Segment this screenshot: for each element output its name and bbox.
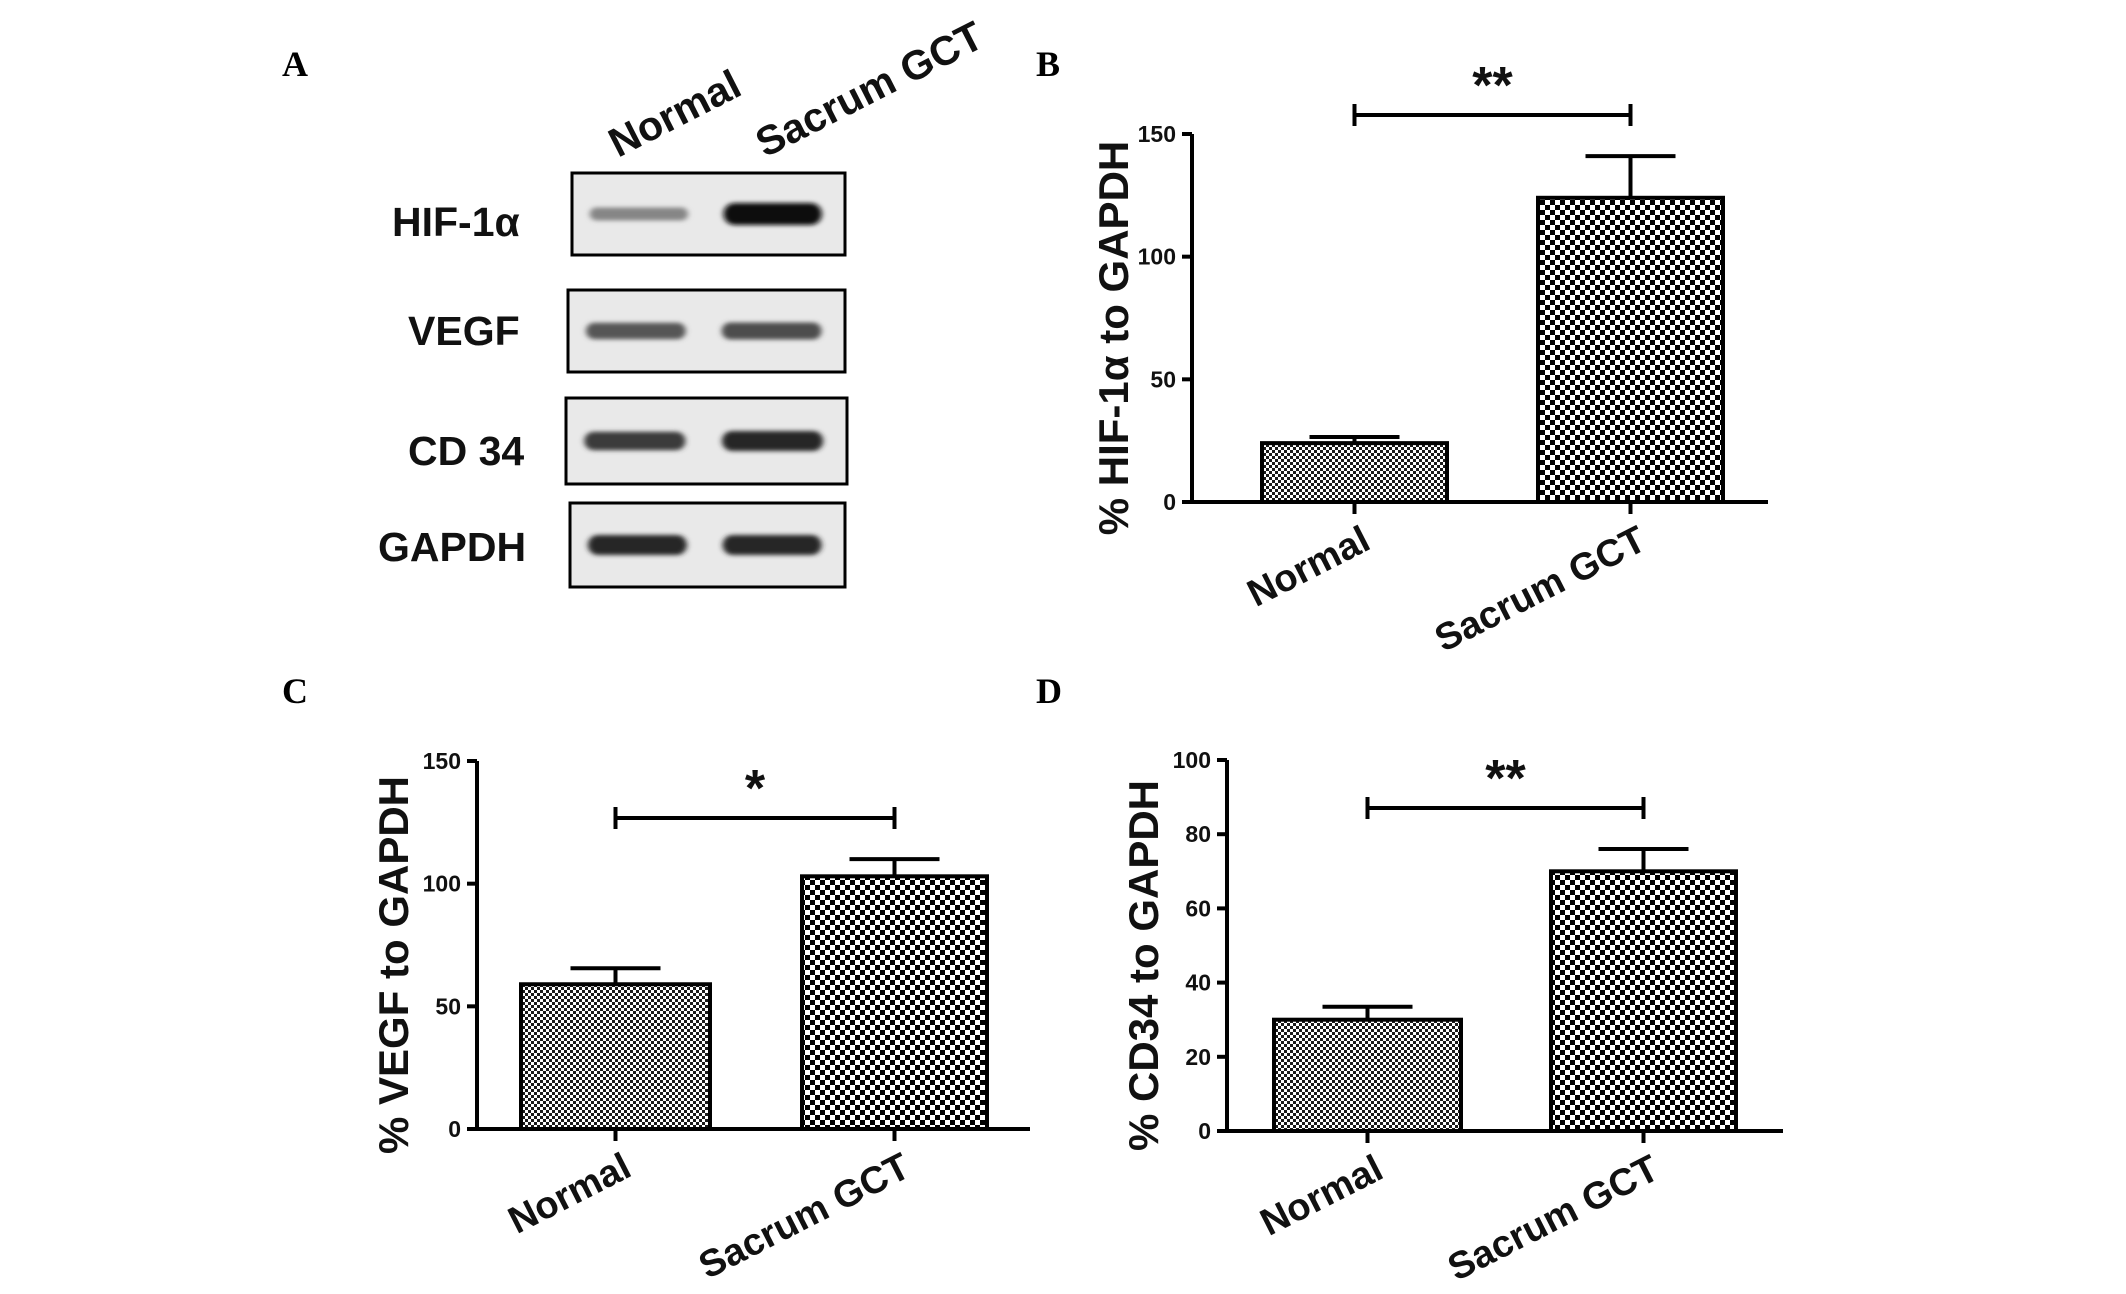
y-axis-label: % CD34 to GAPDH	[1120, 780, 1167, 1151]
y-axis-label: % HIF-1α to GAPDH	[1090, 141, 1137, 536]
western-blot-panel: Normal Sacrum GCT HIF-1α VEGF CD 34 GAPDH	[378, 12, 990, 589]
panel-letter-b: B	[1036, 44, 1060, 84]
blot-band	[723, 203, 822, 225]
chart-vegf: 0 50 100 150% VEGF to GAPDH Normal Sacrum GCT…	[370, 748, 1030, 1288]
y-tick-label: 100	[1138, 244, 1176, 270]
panel-letter-c: C	[282, 671, 308, 711]
significance-stars: *	[745, 760, 766, 818]
blot-band	[589, 207, 689, 221]
blot-row-label: VEGF	[408, 308, 520, 354]
x-category-label: Sacrum GCT	[692, 1146, 916, 1288]
blot-band	[721, 431, 824, 451]
y-tick-label: 20	[1185, 1044, 1211, 1070]
bar-sacrum-gct	[800, 874, 989, 1131]
y-tick-label: 40	[1185, 970, 1211, 996]
blot-band	[586, 322, 686, 340]
x-category-label: Normal	[1254, 1148, 1390, 1245]
y-axis-label: % VEGF to GAPDH	[370, 776, 417, 1154]
bar-normal	[1272, 1017, 1463, 1134]
y-tick-label: 60	[1185, 895, 1211, 921]
y-tick-label: 0	[1198, 1118, 1211, 1144]
y-tick-label: 150	[423, 748, 461, 774]
blot-band	[721, 322, 822, 340]
blot-lane-label-normal: Normal	[601, 61, 748, 166]
bar-sacrum-gct	[1536, 195, 1725, 505]
x-category-label: Normal	[502, 1146, 638, 1243]
y-tick-label: 0	[1163, 489, 1176, 515]
panel-letter-a: A	[282, 44, 308, 84]
blot-lane-label-sacrum-gct: Sacrum GCT	[748, 12, 990, 166]
bar-normal	[519, 982, 712, 1132]
blot-row-label: CD 34	[408, 428, 524, 474]
y-tick-label: 80	[1185, 821, 1211, 847]
significance-stars: **	[1485, 750, 1526, 808]
blot-rows: HIF-1α VEGF CD 34 GAPDH	[378, 171, 849, 589]
chart-hif1a: 0 50 100 150% HIF-1α to GAPDH Normal Sacrum G…	[1090, 57, 1768, 661]
blot-band	[584, 431, 686, 451]
y-tick-label: 0	[448, 1116, 461, 1142]
y-tick-label: 100	[423, 871, 461, 897]
blot-row-label: HIF-1α	[392, 199, 520, 245]
y-tick-label: 50	[435, 993, 461, 1019]
x-category-label: Sacrum GCT	[1441, 1148, 1665, 1290]
significance-stars: **	[1472, 57, 1513, 115]
y-tick-label: 50	[1150, 366, 1176, 392]
blot-band	[587, 535, 687, 555]
chart-cd34: 0 20 40 60 80 100% CD34 to GAPDH Normal Sacrum …	[1120, 747, 1783, 1290]
bar-sacrum-gct	[1549, 869, 1738, 1133]
panel-letter-d: D	[1036, 671, 1062, 711]
y-tick-label: 150	[1138, 121, 1176, 147]
y-tick-label: 100	[1173, 747, 1211, 773]
bar-normal	[1260, 441, 1449, 504]
x-category-label: Sacrum GCT	[1428, 519, 1652, 661]
x-category-label: Normal	[1241, 519, 1377, 616]
blot-row-label: GAPDH	[378, 524, 526, 570]
blot-band	[722, 535, 822, 555]
